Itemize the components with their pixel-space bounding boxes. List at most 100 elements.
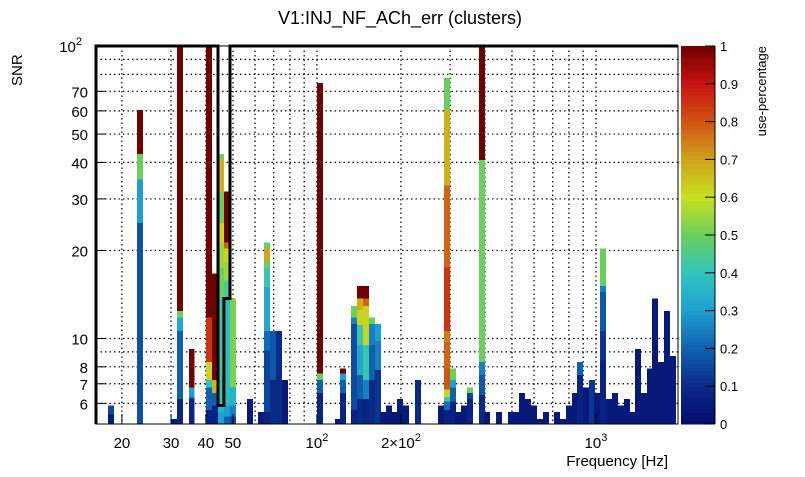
histogram-column xyxy=(641,393,647,424)
histogram-column xyxy=(444,78,450,424)
color-bar-step xyxy=(681,393,715,399)
histogram-cell xyxy=(594,393,600,424)
histogram-cell xyxy=(362,286,369,299)
histogram-cell xyxy=(577,362,583,376)
histogram-cell xyxy=(339,380,346,394)
histogram-column xyxy=(218,154,224,424)
histogram-cell xyxy=(368,344,375,381)
histogram-column xyxy=(461,405,468,424)
color-bar-step xyxy=(681,386,715,391)
color-bar-step xyxy=(681,389,715,395)
color-bar-step xyxy=(681,359,715,365)
color-bar-step xyxy=(681,95,715,100)
histogram-cell xyxy=(670,356,677,424)
color-bar-step xyxy=(681,272,715,278)
histogram-column xyxy=(635,349,641,424)
histogram-cell xyxy=(356,344,363,376)
histogram-cell xyxy=(444,185,450,268)
histogram-column xyxy=(519,393,525,424)
color-bar-step xyxy=(681,193,715,198)
color-bar-step xyxy=(681,367,715,372)
histogram-column xyxy=(403,405,409,424)
histogram-column xyxy=(531,405,537,424)
color-bar-step xyxy=(681,204,715,210)
histogram-cell xyxy=(572,393,578,424)
histogram-column xyxy=(392,412,398,424)
color-bar-step xyxy=(681,355,715,361)
color-bar-step xyxy=(681,310,715,315)
histogram-column xyxy=(177,46,183,424)
histogram-cell xyxy=(356,399,363,424)
grid-lines xyxy=(96,46,678,424)
color-bar-step xyxy=(681,371,715,376)
histogram-column xyxy=(386,405,392,424)
histogram-column xyxy=(543,412,549,424)
histogram-cell xyxy=(374,324,381,342)
y-tick-label-base: 7 xyxy=(80,377,88,394)
color-bar-step xyxy=(681,216,715,221)
histogram-cell xyxy=(212,273,218,381)
y-tick-label: 70 xyxy=(71,84,88,101)
histogram-cell xyxy=(108,405,115,415)
histogram-column xyxy=(224,191,230,424)
histogram-cell xyxy=(212,393,218,406)
histogram-cell xyxy=(600,286,606,293)
color-bar-tick-label: 0.3 xyxy=(720,304,738,319)
histogram-cell xyxy=(444,401,450,410)
histogram-cell xyxy=(264,267,270,287)
histogram-column xyxy=(647,368,653,424)
histogram-column xyxy=(572,393,578,424)
histogram-column xyxy=(368,317,375,424)
histogram-cell xyxy=(230,405,236,417)
color-bar: 0 0.1 0.2 0.3 0.4 0.5 0.6 0.7 0.8 0.9 1 xyxy=(681,39,738,432)
color-bar-step xyxy=(681,114,715,119)
histogram-cell xyxy=(317,393,323,424)
chart-title: V1:INJ_NF_ACh_err (clusters) xyxy=(278,8,522,29)
color-bar-tick-label: 0.5 xyxy=(720,228,738,243)
histogram-cell xyxy=(524,399,531,424)
histogram-cell xyxy=(264,412,270,424)
histogram-cell xyxy=(444,409,450,424)
histogram-cell xyxy=(356,298,363,311)
color-bar-step xyxy=(681,314,715,319)
color-bar-step xyxy=(681,121,715,126)
color-bar-step xyxy=(681,374,715,380)
y-tick-label: 6 xyxy=(80,396,88,413)
histogram-column xyxy=(438,405,444,424)
histogram-cell xyxy=(224,405,230,417)
histogram-cell xyxy=(479,375,486,396)
color-bar-step xyxy=(681,170,715,176)
histogram-cell xyxy=(652,298,659,424)
histogram-column xyxy=(566,405,572,424)
color-bar-step xyxy=(681,420,715,425)
color-bar-step xyxy=(681,182,715,187)
histogram-column xyxy=(269,331,276,424)
histogram-cell xyxy=(177,317,183,332)
histogram-cell xyxy=(177,331,183,400)
color-bar-step xyxy=(681,91,715,96)
histogram-column xyxy=(450,368,456,424)
histogram-cell xyxy=(467,387,474,394)
color-bar-step xyxy=(681,261,715,266)
color-bar-step xyxy=(681,57,715,62)
x-tick-label: 30 xyxy=(163,435,180,452)
color-bar-step xyxy=(681,140,715,145)
histogram-cell xyxy=(403,405,409,424)
color-bar-step xyxy=(681,200,715,206)
histogram-column xyxy=(397,399,403,424)
histogram-cell xyxy=(362,399,369,424)
histogram-cell xyxy=(606,399,612,424)
color-bar-step xyxy=(681,144,715,149)
histogram-cell xyxy=(444,389,450,398)
histogram-column xyxy=(618,405,624,424)
histogram-cell xyxy=(224,191,230,243)
color-bar-step xyxy=(681,132,715,138)
histogram-column xyxy=(246,399,253,424)
histogram-cell xyxy=(450,401,456,424)
histogram-column xyxy=(317,83,323,424)
color-bar-step xyxy=(681,98,715,104)
histogram-cell xyxy=(205,46,212,318)
histogram-cell xyxy=(177,46,183,312)
histogram-cell xyxy=(392,412,398,424)
histogram-cell xyxy=(583,387,589,424)
